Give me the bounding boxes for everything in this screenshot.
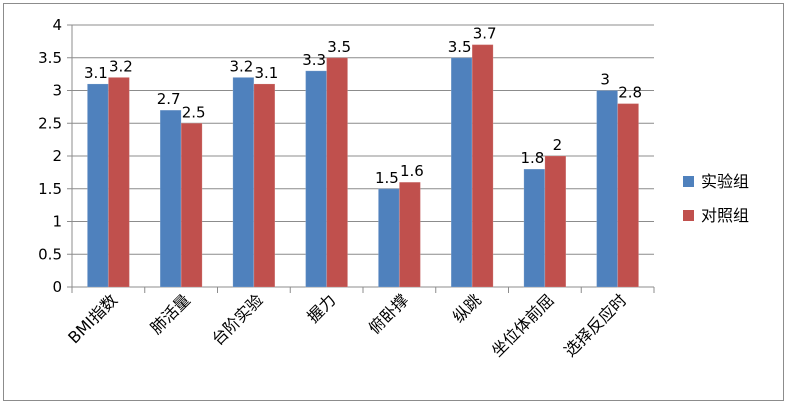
- y-tick-label: 3.5: [38, 49, 62, 67]
- legend-swatch: [683, 210, 694, 221]
- data-label: 1.5: [375, 169, 399, 187]
- category-label: 坐位体前屈: [488, 290, 558, 360]
- data-label: 2.7: [157, 90, 181, 108]
- bar-series-1: [377, 188, 400, 288]
- bar-series-1: [596, 90, 619, 288]
- bar-series-2: [617, 103, 640, 288]
- y-tick-label: 0: [52, 278, 62, 296]
- y-tick-label: 1.5: [38, 180, 62, 198]
- bar-series-1: [305, 70, 328, 288]
- data-label: 1.8: [520, 149, 544, 167]
- data-label: 3.1: [254, 64, 278, 82]
- data-label: 2.5: [182, 103, 206, 121]
- y-tick-label: 4: [52, 16, 62, 34]
- bar-series-2: [180, 122, 203, 288]
- gridlines: [72, 24, 654, 255]
- data-label: 3: [600, 71, 610, 89]
- legend-swatch: [683, 176, 694, 187]
- data-label: 3.1: [84, 64, 108, 82]
- category-label: 纵跳: [449, 290, 485, 326]
- y-tick-label: 2: [52, 147, 62, 165]
- bar-series-1: [450, 57, 473, 288]
- bar-series-1: [232, 76, 255, 288]
- data-label: 3.2: [109, 57, 133, 75]
- y-tick-label: 0.5: [38, 245, 62, 263]
- category-label: 选择反应时: [560, 290, 630, 360]
- y-tick-label: 3: [52, 82, 62, 100]
- bar-series-2: [253, 83, 276, 288]
- data-label: 1.6: [400, 162, 424, 180]
- category-label: 肺活量: [147, 290, 194, 337]
- category-label: 俯卧撑: [365, 290, 412, 337]
- data-label: 2.8: [618, 84, 642, 102]
- data-label: 3.7: [473, 25, 497, 43]
- bar-series-2: [326, 57, 349, 288]
- data-labels: 3.1 3.22.72.53.2 3.13.33.51.5 1.63.53.71.82…: [84, 25, 642, 187]
- bar-series-1: [86, 83, 109, 288]
- category-label: 台阶实验: [208, 290, 267, 349]
- legend-label: 实验组: [701, 172, 749, 191]
- bar-series-2: [398, 181, 421, 288]
- data-label: 3.3: [302, 51, 326, 69]
- legend-label: 对照组: [701, 206, 749, 225]
- bar-series-1: [159, 109, 182, 288]
- data-label: 3.5: [448, 38, 472, 56]
- y-tick-label: 2.5: [38, 114, 62, 132]
- data-label: 3.5: [327, 38, 351, 56]
- bar-series-1: [523, 168, 546, 288]
- bar-series-2: [471, 44, 494, 288]
- bar-series-2: [544, 155, 567, 288]
- data-label: 2: [553, 136, 563, 154]
- bars: [86, 44, 640, 288]
- data-label: 3.2: [229, 57, 253, 75]
- bar-series-2: [107, 76, 130, 288]
- y-tick-label: 1: [52, 213, 62, 231]
- category-label: BMI指数: [64, 290, 121, 347]
- category-label: 握力: [303, 290, 339, 326]
